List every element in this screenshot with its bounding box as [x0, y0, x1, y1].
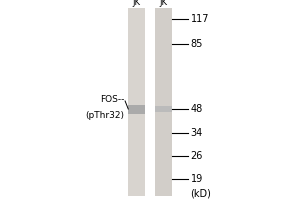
Bar	[128, 104, 145, 114]
Text: 34: 34	[190, 128, 203, 138]
Text: 26: 26	[190, 151, 203, 161]
Text: FOS--: FOS--	[100, 96, 124, 104]
Text: JK: JK	[133, 0, 140, 7]
Bar	[155, 106, 172, 112]
Text: 48: 48	[190, 104, 203, 114]
Bar	[155, 8, 172, 196]
Text: 19: 19	[190, 174, 203, 184]
Text: 85: 85	[190, 39, 203, 49]
Bar	[128, 8, 145, 196]
Text: (pThr32): (pThr32)	[85, 112, 124, 120]
Text: JK: JK	[160, 0, 167, 7]
Text: (kD): (kD)	[190, 188, 212, 198]
Text: 117: 117	[190, 14, 209, 24]
